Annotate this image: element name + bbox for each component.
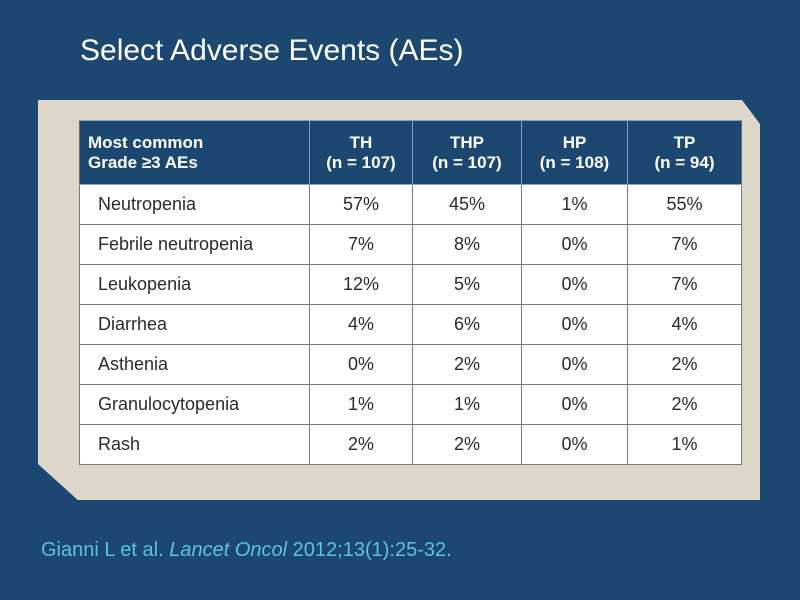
table-row: Diarrhea 4% 6% 0% 4% bbox=[79, 304, 742, 345]
thp-value-cell: 2% bbox=[412, 344, 522, 385]
adverse-events-table: Most common Grade ≥3 AEs TH (n = 107) TH… bbox=[79, 120, 742, 465]
hp-value-cell: 0% bbox=[521, 344, 628, 385]
ae-name-cell: Asthenia bbox=[79, 344, 310, 385]
header-line: Grade ≥3 AEs bbox=[88, 152, 198, 172]
citation: Gianni L et al. Lancet Oncol 2012;13(1):… bbox=[41, 539, 452, 562]
header-tp: TP (n = 94) bbox=[627, 120, 742, 185]
tp-value-cell: 2% bbox=[627, 344, 742, 385]
thp-value-cell: 2% bbox=[412, 424, 522, 465]
citation-journal: Lancet Oncol bbox=[169, 539, 288, 561]
table-row: Granulocytopenia 1% 1% 0% 2% bbox=[79, 384, 742, 425]
tp-value-cell: 7% bbox=[627, 224, 742, 265]
table-row: Asthenia 0% 2% 0% 2% bbox=[79, 344, 742, 385]
header-line: (n = 94) bbox=[654, 152, 715, 172]
header-line: TH bbox=[349, 132, 373, 152]
th-value-cell: 12% bbox=[309, 264, 413, 305]
th-value-cell: 2% bbox=[309, 424, 413, 465]
hp-value-cell: 1% bbox=[521, 184, 628, 225]
header-line: Most common bbox=[88, 132, 204, 152]
header-line: (n = 107) bbox=[432, 152, 502, 172]
thp-value-cell: 8% bbox=[412, 224, 522, 265]
th-value-cell: 57% bbox=[309, 184, 413, 225]
th-value-cell: 4% bbox=[309, 304, 413, 345]
header-ae-type: Most common Grade ≥3 AEs bbox=[79, 120, 310, 185]
hp-value-cell: 0% bbox=[521, 384, 628, 425]
header-line: THP bbox=[450, 132, 484, 152]
hp-value-cell: 0% bbox=[521, 424, 628, 465]
thp-value-cell: 1% bbox=[412, 384, 522, 425]
ae-name-cell: Diarrhea bbox=[79, 304, 310, 345]
hp-value-cell: 0% bbox=[521, 304, 628, 345]
table-row: Febrile neutropenia 7% 8% 0% 7% bbox=[79, 224, 742, 265]
tp-value-cell: 1% bbox=[627, 424, 742, 465]
th-value-cell: 1% bbox=[309, 384, 413, 425]
tp-value-cell: 4% bbox=[627, 304, 742, 345]
header-line: TP bbox=[673, 132, 696, 152]
header-thp: THP (n = 107) bbox=[412, 120, 522, 185]
header-line: (n = 107) bbox=[326, 152, 396, 172]
ae-name-cell: Granulocytopenia bbox=[79, 384, 310, 425]
hp-value-cell: 0% bbox=[521, 264, 628, 305]
header-hp: HP (n = 108) bbox=[521, 120, 628, 185]
header-line: (n = 108) bbox=[539, 152, 610, 172]
table-header-row: Most common Grade ≥3 AEs TH (n = 107) TH… bbox=[79, 120, 742, 185]
slide-title: Select Adverse Events (AEs) bbox=[80, 34, 464, 67]
thp-value-cell: 6% bbox=[412, 304, 522, 345]
ae-name-cell: Leukopenia bbox=[79, 264, 310, 305]
ae-name-cell: Neutropenia bbox=[79, 184, 310, 225]
thp-value-cell: 5% bbox=[412, 264, 522, 305]
table-row: Neutropenia 57% 45% 1% 55% bbox=[79, 184, 742, 225]
th-value-cell: 0% bbox=[309, 344, 413, 385]
citation-details: 2012;13(1):25-32. bbox=[292, 539, 452, 561]
tp-value-cell: 2% bbox=[627, 384, 742, 425]
thp-value-cell: 45% bbox=[412, 184, 522, 225]
tp-value-cell: 7% bbox=[627, 264, 742, 305]
header-line: HP bbox=[562, 132, 587, 152]
table-row: Rash 2% 2% 0% 1% bbox=[79, 424, 742, 465]
tp-value-cell: 55% bbox=[627, 184, 742, 225]
ae-name-cell: Febrile neutropenia bbox=[79, 224, 310, 265]
citation-authors: Gianni L et al. bbox=[41, 539, 164, 561]
th-value-cell: 7% bbox=[309, 224, 413, 265]
table-row: Leukopenia 12% 5% 0% 7% bbox=[79, 264, 742, 305]
header-th: TH (n = 107) bbox=[309, 120, 413, 185]
ae-name-cell: Rash bbox=[79, 424, 310, 465]
hp-value-cell: 0% bbox=[521, 224, 628, 265]
